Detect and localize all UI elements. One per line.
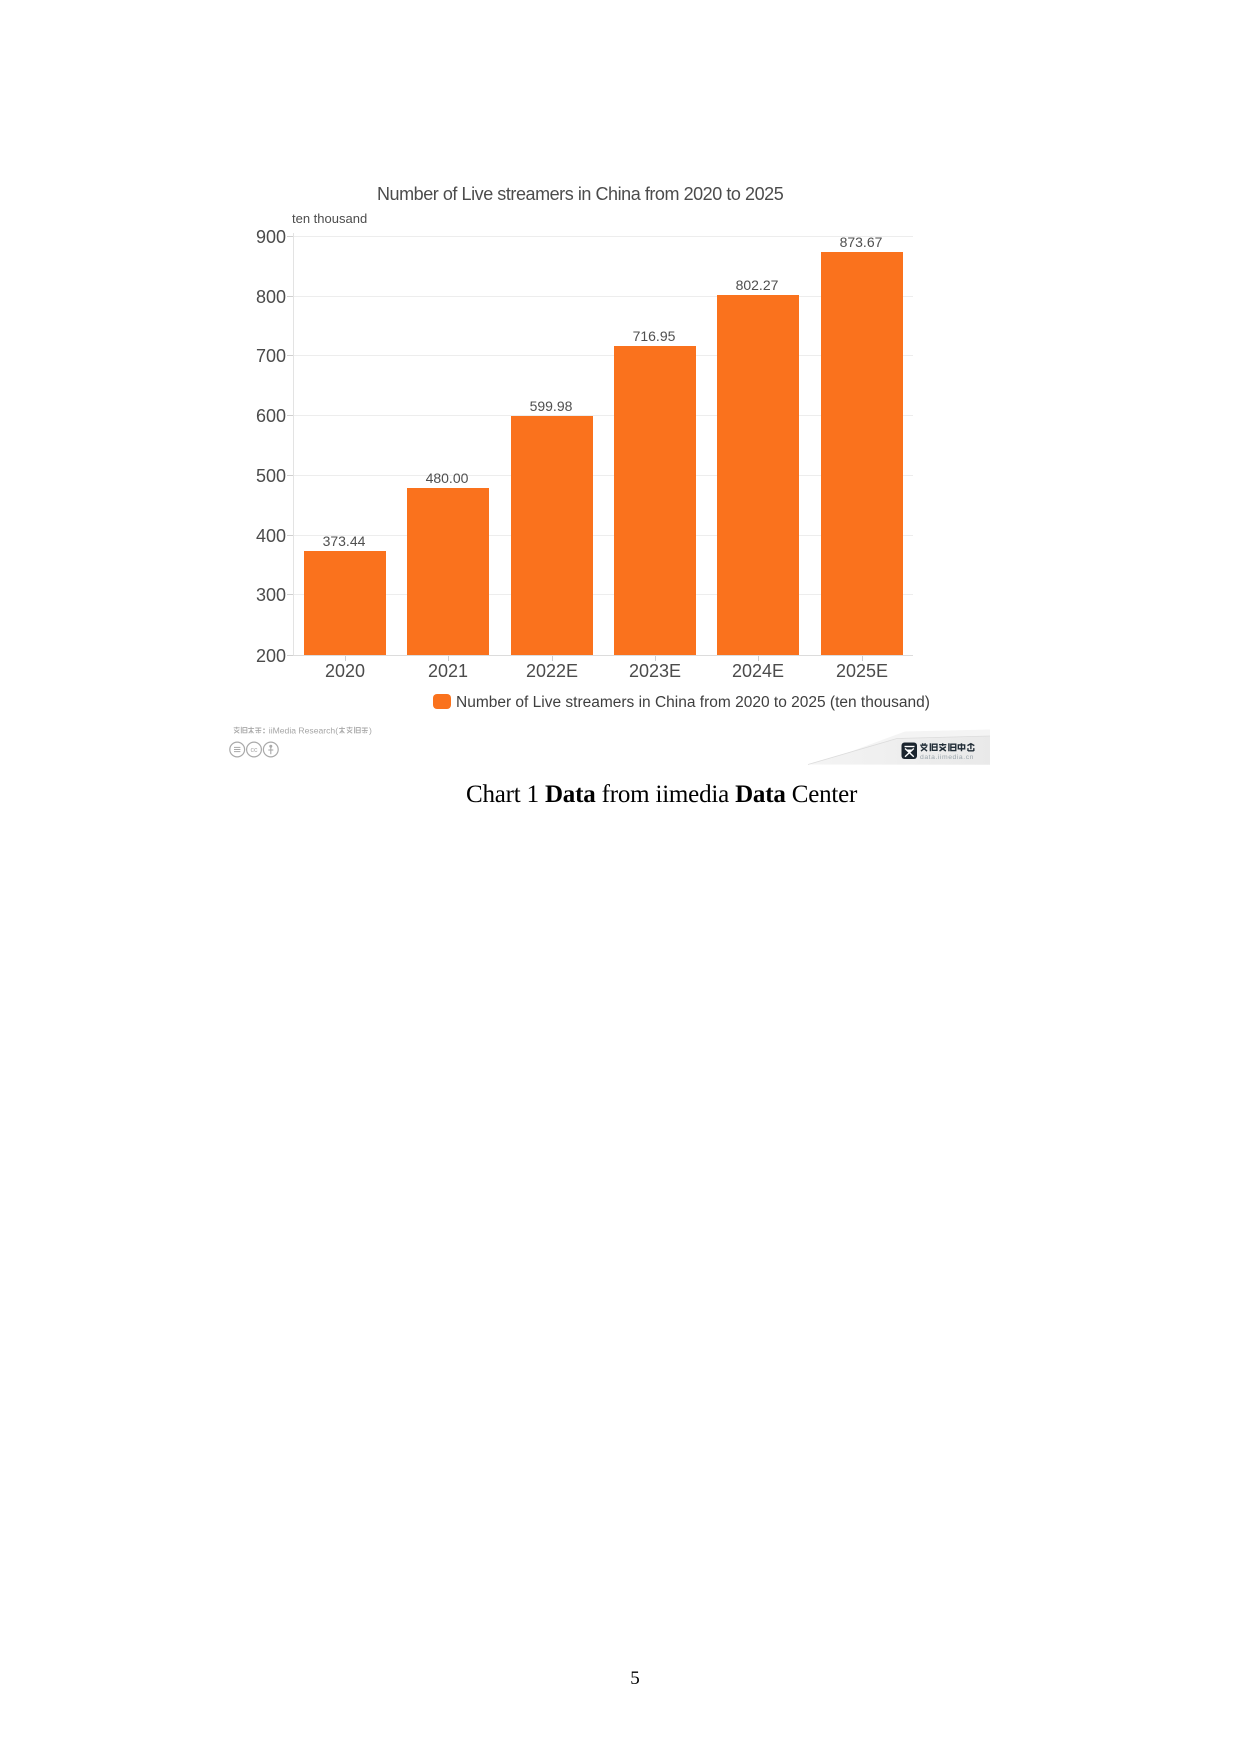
- svg-text:): ): [369, 725, 372, 735]
- svg-text:data.iimedia.cn: data.iimedia.cn: [920, 754, 974, 761]
- svg-text:cc: cc: [251, 747, 259, 754]
- svg-text:iiMedia Research(: iiMedia Research(: [269, 725, 338, 735]
